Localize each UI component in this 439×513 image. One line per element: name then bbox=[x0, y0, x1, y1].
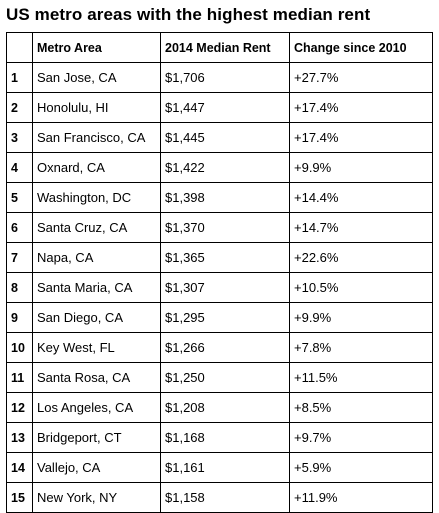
cell-rank: 5 bbox=[6, 182, 33, 213]
header-median-rent: 2014 Median Rent bbox=[160, 32, 290, 63]
cell-metro-area: Oxnard, CA bbox=[32, 152, 161, 183]
table-row: 8 Santa Maria, CA $1,307 +10.5% bbox=[6, 272, 433, 303]
table-row: 3 San Francisco, CA $1,445 +17.4% bbox=[6, 122, 433, 153]
cell-metro-area: San Francisco, CA bbox=[32, 122, 161, 153]
header-change: Change since 2010 bbox=[289, 32, 433, 63]
cell-change: +11.5% bbox=[289, 362, 433, 393]
table-row: 10 Key West, FL $1,266 +7.8% bbox=[6, 332, 433, 363]
cell-rank: 1 bbox=[6, 62, 33, 93]
cell-change: +10.5% bbox=[289, 272, 433, 303]
cell-change: +14.4% bbox=[289, 182, 433, 213]
cell-median-rent: $1,208 bbox=[160, 392, 290, 423]
header-rank bbox=[6, 32, 33, 63]
cell-rank: 3 bbox=[6, 122, 33, 153]
table-row: 4 Oxnard, CA $1,422 +9.9% bbox=[6, 152, 433, 183]
table-row: 13 Bridgeport, CT $1,168 +9.7% bbox=[6, 422, 433, 453]
cell-rank: 10 bbox=[6, 332, 33, 363]
table-row: 2 Honolulu, HI $1,447 +17.4% bbox=[6, 92, 433, 123]
header-row: Metro Area 2014 Median Rent Change since… bbox=[6, 32, 433, 63]
cell-rank: 2 bbox=[6, 92, 33, 123]
cell-median-rent: $1,365 bbox=[160, 242, 290, 273]
cell-metro-area: San Jose, CA bbox=[32, 62, 161, 93]
cell-change: +9.7% bbox=[289, 422, 433, 453]
cell-median-rent: $1,295 bbox=[160, 302, 290, 333]
cell-rank: 8 bbox=[6, 272, 33, 303]
cell-change: +14.7% bbox=[289, 212, 433, 243]
cell-change: +17.4% bbox=[289, 92, 433, 123]
cell-metro-area: San Diego, CA bbox=[32, 302, 161, 333]
cell-change: +11.9% bbox=[289, 482, 433, 513]
cell-median-rent: $1,370 bbox=[160, 212, 290, 243]
cell-change: +27.7% bbox=[289, 62, 433, 93]
cell-rank: 6 bbox=[6, 212, 33, 243]
cell-metro-area: New York, NY bbox=[32, 482, 161, 513]
cell-change: +9.9% bbox=[289, 302, 433, 333]
cell-median-rent: $1,161 bbox=[160, 452, 290, 483]
cell-metro-area: Vallejo, CA bbox=[32, 452, 161, 483]
cell-median-rent: $1,168 bbox=[160, 422, 290, 453]
cell-rank: 14 bbox=[6, 452, 33, 483]
cell-median-rent: $1,266 bbox=[160, 332, 290, 363]
cell-metro-area: Honolulu, HI bbox=[32, 92, 161, 123]
table-body: 1 San Jose, CA $1,706 +27.7% 2 Honolulu, HI $1… bbox=[6, 62, 433, 513]
table-row: 6 Santa Cruz, CA $1,370 +14.7% bbox=[6, 212, 433, 243]
cell-change: +5.9% bbox=[289, 452, 433, 483]
cell-metro-area: Santa Cruz, CA bbox=[32, 212, 161, 243]
cell-metro-area: Key West, FL bbox=[32, 332, 161, 363]
cell-rank: 4 bbox=[6, 152, 33, 183]
cell-median-rent: $1,250 bbox=[160, 362, 290, 393]
cell-metro-area: Santa Rosa, CA bbox=[32, 362, 161, 393]
cell-change: +22.6% bbox=[289, 242, 433, 273]
cell-change: +8.5% bbox=[289, 392, 433, 423]
table-row: 15 New York, NY $1,158 +11.9% bbox=[6, 482, 433, 513]
table-row: 5 Washington, DC $1,398 +14.4% bbox=[6, 182, 433, 213]
table-row: 14 Vallejo, CA $1,161 +5.9% bbox=[6, 452, 433, 483]
table-row: 7 Napa, CA $1,365 +22.6% bbox=[6, 242, 433, 273]
cell-metro-area: Bridgeport, CT bbox=[32, 422, 161, 453]
cell-rank: 13 bbox=[6, 422, 33, 453]
header-metro-area: Metro Area bbox=[32, 32, 161, 63]
cell-metro-area: Santa Maria, CA bbox=[32, 272, 161, 303]
cell-change: +17.4% bbox=[289, 122, 433, 153]
rent-table: Metro Area 2014 Median Rent Change since… bbox=[6, 32, 433, 513]
table-row: 9 San Diego, CA $1,295 +9.9% bbox=[6, 302, 433, 333]
table-row: 11 Santa Rosa, CA $1,250 +11.5% bbox=[6, 362, 433, 393]
cell-change: +9.9% bbox=[289, 152, 433, 183]
cell-median-rent: $1,706 bbox=[160, 62, 290, 93]
table-row: 12 Los Angeles, CA $1,208 +8.5% bbox=[6, 392, 433, 423]
cell-median-rent: $1,422 bbox=[160, 152, 290, 183]
cell-median-rent: $1,398 bbox=[160, 182, 290, 213]
table-row: 1 San Jose, CA $1,706 +27.7% bbox=[6, 62, 433, 93]
cell-change: +7.8% bbox=[289, 332, 433, 363]
cell-rank: 7 bbox=[6, 242, 33, 273]
cell-rank: 15 bbox=[6, 482, 33, 513]
cell-median-rent: $1,447 bbox=[160, 92, 290, 123]
cell-median-rent: $1,307 bbox=[160, 272, 290, 303]
cell-metro-area: Washington, DC bbox=[32, 182, 161, 213]
cell-median-rent: $1,445 bbox=[160, 122, 290, 153]
cell-rank: 9 bbox=[6, 302, 33, 333]
table-title: US metro areas with the highest median r… bbox=[6, 5, 371, 24]
cell-metro-area: Napa, CA bbox=[32, 242, 161, 273]
cell-median-rent: $1,158 bbox=[160, 482, 290, 513]
cell-rank: 11 bbox=[6, 362, 33, 393]
cell-rank: 12 bbox=[6, 392, 33, 423]
cell-metro-area: Los Angeles, CA bbox=[32, 392, 161, 423]
